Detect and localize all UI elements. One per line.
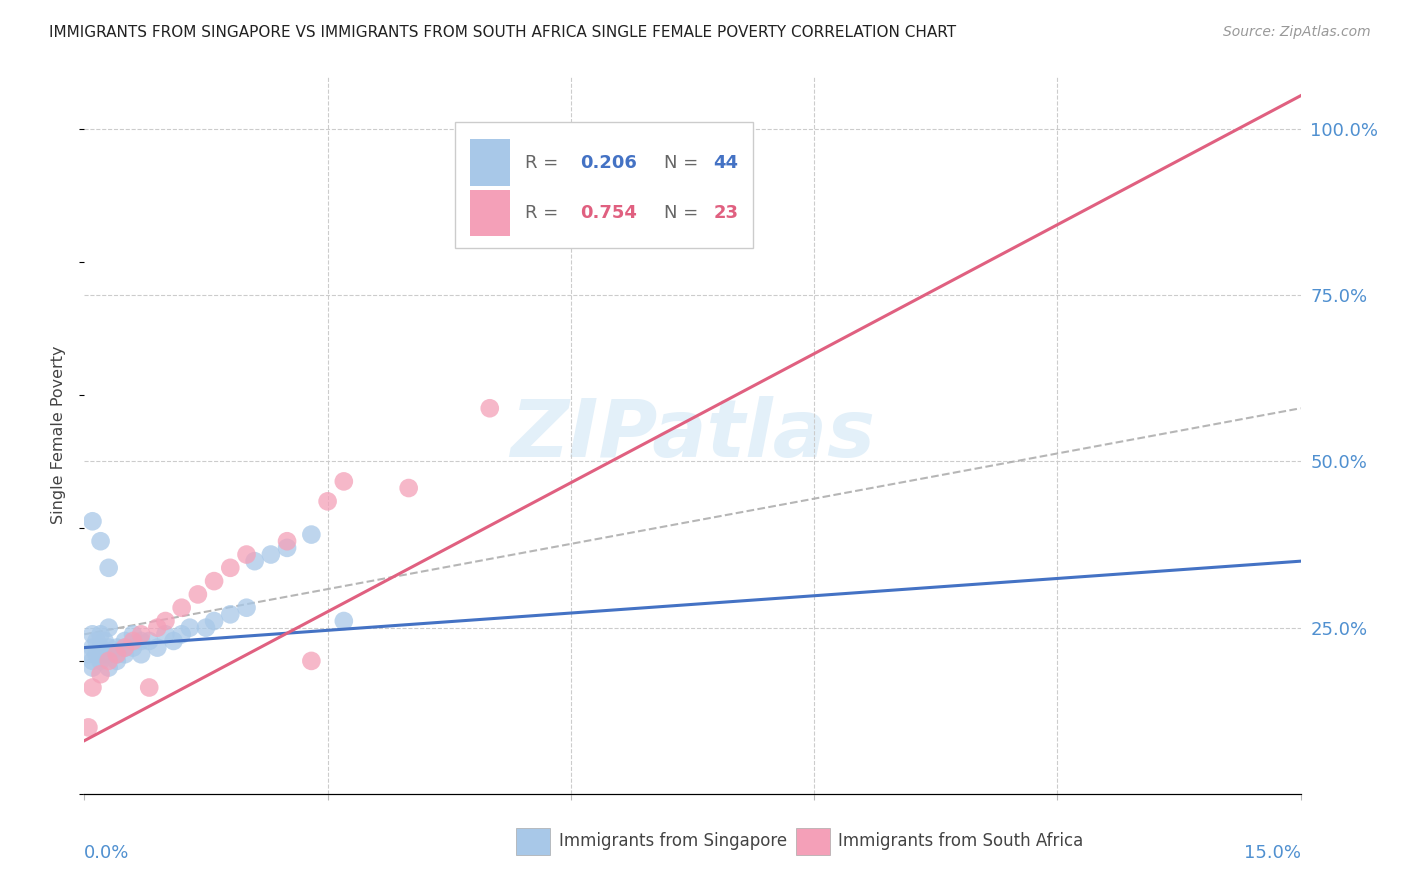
Text: ZIPatlas: ZIPatlas	[510, 396, 875, 474]
Point	[398, 481, 420, 495]
Point	[93, 634, 115, 648]
Point	[155, 614, 177, 628]
Point	[202, 574, 225, 588]
Point	[576, 169, 599, 183]
Point	[122, 627, 145, 641]
Point	[170, 627, 193, 641]
Point	[97, 561, 120, 575]
Point	[187, 587, 209, 601]
Point	[90, 654, 112, 668]
Point	[146, 640, 169, 655]
Point	[235, 600, 257, 615]
Point	[97, 647, 120, 661]
Point	[90, 627, 112, 641]
Text: R =: R =	[524, 204, 564, 222]
Text: Source: ZipAtlas.com: Source: ZipAtlas.com	[1223, 25, 1371, 39]
Text: N =: N =	[665, 204, 704, 222]
Point	[129, 634, 152, 648]
Text: N =: N =	[665, 153, 704, 171]
Point	[162, 634, 184, 648]
Point	[179, 621, 201, 635]
Point	[97, 660, 120, 674]
Point	[129, 647, 152, 661]
Bar	[516, 828, 550, 855]
Point	[86, 634, 108, 648]
Point	[299, 527, 322, 541]
Point	[77, 647, 100, 661]
Point	[129, 627, 152, 641]
Point	[82, 627, 104, 641]
Point	[82, 654, 104, 668]
Point	[90, 534, 112, 549]
Text: 0.0%: 0.0%	[84, 844, 129, 863]
Point	[90, 667, 112, 681]
Bar	[796, 828, 830, 855]
Text: 23: 23	[713, 204, 738, 222]
FancyBboxPatch shape	[456, 122, 754, 248]
Point	[105, 647, 128, 661]
Point	[138, 681, 160, 695]
Point	[138, 634, 160, 648]
Point	[114, 640, 136, 655]
Point	[77, 720, 100, 734]
Text: IMMIGRANTS FROM SINGAPORE VS IMMIGRANTS FROM SOUTH AFRICA SINGLE FEMALE POVERTY : IMMIGRANTS FROM SINGAPORE VS IMMIGRANTS …	[49, 25, 956, 40]
Point	[105, 654, 128, 668]
Text: 0.206: 0.206	[581, 153, 637, 171]
Text: Immigrants from South Africa: Immigrants from South Africa	[838, 831, 1084, 849]
Point	[333, 614, 356, 628]
Point	[276, 534, 298, 549]
Point	[478, 401, 501, 416]
Point	[114, 634, 136, 648]
Y-axis label: Single Female Poverty: Single Female Poverty	[51, 345, 66, 524]
Point	[82, 640, 104, 655]
Point	[243, 554, 266, 568]
Point	[82, 660, 104, 674]
Point	[105, 647, 128, 661]
Point	[299, 654, 322, 668]
Text: 44: 44	[713, 153, 738, 171]
Text: Immigrants from Singapore: Immigrants from Singapore	[558, 831, 787, 849]
Point	[316, 494, 339, 508]
Point	[93, 647, 115, 661]
Point	[114, 640, 136, 655]
Point	[155, 627, 177, 641]
Text: 0.754: 0.754	[581, 204, 637, 222]
Text: 15.0%: 15.0%	[1243, 844, 1301, 863]
Point	[86, 647, 108, 661]
Point	[105, 640, 128, 655]
Point	[260, 548, 283, 562]
Point	[122, 640, 145, 655]
Point	[146, 621, 169, 635]
Point	[82, 514, 104, 528]
Point	[97, 621, 120, 635]
Point	[333, 475, 356, 489]
Point	[114, 647, 136, 661]
Point	[170, 600, 193, 615]
Point	[219, 561, 242, 575]
Text: R =: R =	[524, 153, 564, 171]
Point	[194, 621, 218, 635]
Point	[235, 548, 257, 562]
Point	[90, 640, 112, 655]
Point	[122, 634, 145, 648]
Point	[97, 640, 120, 655]
Point	[97, 654, 120, 668]
Bar	[470, 190, 510, 236]
Point	[202, 614, 225, 628]
Point	[219, 607, 242, 622]
Point	[276, 541, 298, 555]
Bar	[470, 139, 510, 186]
Point	[82, 681, 104, 695]
